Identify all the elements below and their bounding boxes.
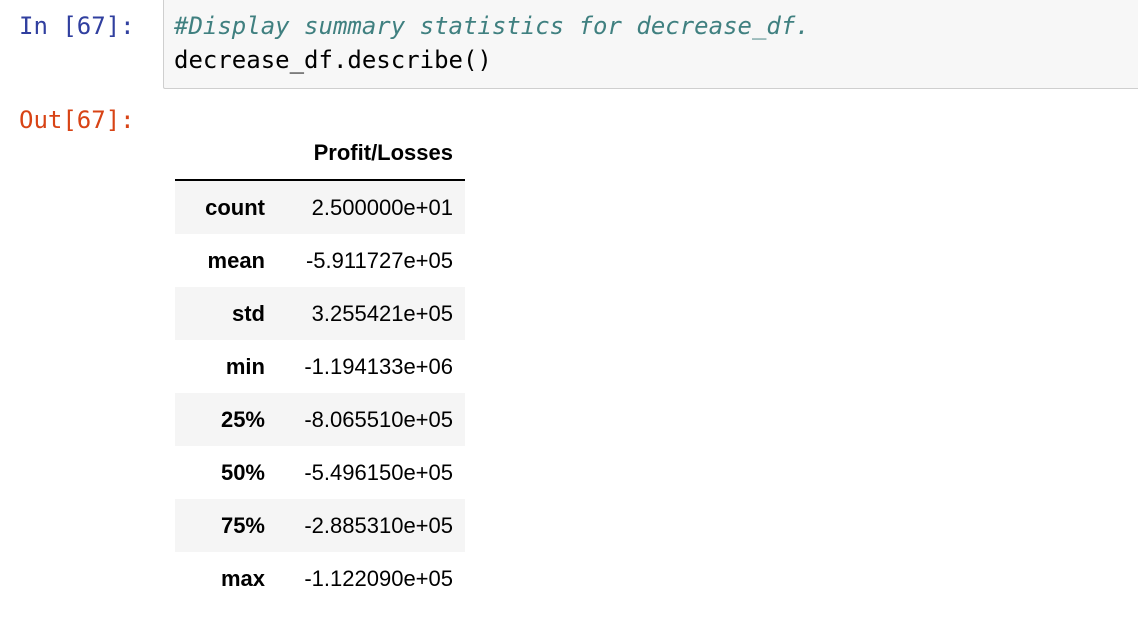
row-value: -5.496150e+05 <box>304 459 453 485</box>
row-value: -8.065510e+05 <box>304 406 453 432</box>
code-statement: decrease_df.describe() <box>174 46 492 74</box>
row-value: -1.194133e+06 <box>304 353 453 379</box>
row-value: 2.500000e+01 <box>311 194 453 220</box>
table-row: 75% -2.885310e+05 <box>175 499 465 552</box>
code-input-area[interactable]: #Display summary statistics for decrease… <box>163 0 1138 89</box>
index-header <box>175 127 277 181</box>
table-row: std 3.255421e+05 <box>175 287 465 340</box>
table-row: 50% -5.496150e+05 <box>175 446 465 499</box>
output-prompt: Out[67]: <box>19 106 135 134</box>
input-prompt: In [67]: <box>19 12 135 40</box>
row-value: -1.122090e+05 <box>304 565 453 591</box>
summary-statistics-table: Profit/Losses count 2.500000e+01 mean -5… <box>175 127 465 605</box>
row-value: -5.911727e+05 <box>305 247 453 273</box>
row-value: -2.885310e+05 <box>304 512 453 538</box>
row-label: std <box>232 300 265 326</box>
code-comment: #Display summary statistics for decrease… <box>174 12 810 40</box>
table-header-row: Profit/Losses <box>175 127 465 181</box>
column-header-profit-losses: Profit/Losses <box>277 127 465 181</box>
row-label: 25% <box>220 406 265 432</box>
row-label: mean <box>207 247 265 273</box>
row-label: count <box>205 194 265 220</box>
table-row: 25% -8.065510e+05 <box>175 393 465 446</box>
table-row: min -1.194133e+06 <box>175 340 465 393</box>
table-row: max -1.122090e+05 <box>175 552 465 605</box>
row-label: 50% <box>220 459 265 485</box>
row-label: max <box>220 565 265 591</box>
row-label: 75% <box>220 512 265 538</box>
row-label: min <box>225 353 265 379</box>
row-value: 3.255421e+05 <box>311 300 453 326</box>
table-row: mean -5.911727e+05 <box>175 234 465 287</box>
table-row: count 2.500000e+01 <box>175 180 465 234</box>
